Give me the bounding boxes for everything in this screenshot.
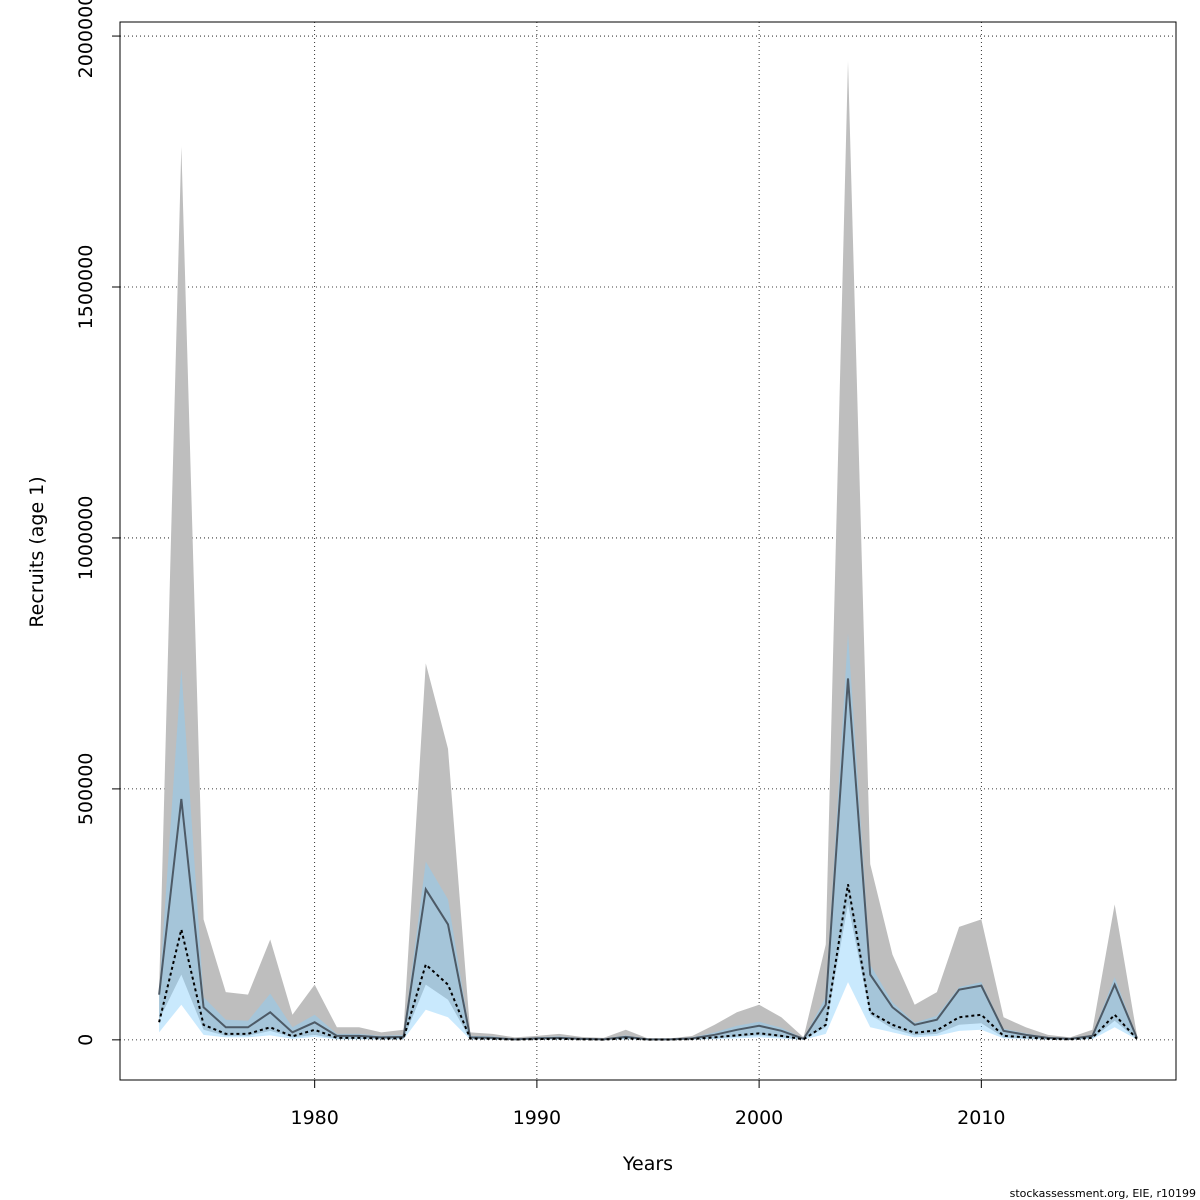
estimate-line <box>158 884 1138 1041</box>
x-tick-label: 1980 <box>290 1107 338 1129</box>
x-axis-label: Years <box>622 1153 673 1175</box>
y-axis-label: Recruits (age 1) <box>26 476 48 627</box>
x-tick-label: 1990 <box>513 1107 561 1129</box>
y-tick-label: 0 <box>75 1034 97 1046</box>
x-tick-label: 2000 <box>735 1107 783 1129</box>
y-tick-label: 500000 <box>75 753 97 826</box>
y-tick-label: 2000000 <box>75 0 97 78</box>
y-tick-label: 1000000 <box>75 496 97 581</box>
plot-frame <box>119 21 1177 1081</box>
y-tick-label: 1500000 <box>75 245 97 330</box>
x-tick-label: 2010 <box>957 1107 1005 1129</box>
footer: stockassessment.org, EIE, r10199 <box>1010 1187 1196 1200</box>
estimate-line <box>158 678 1138 1041</box>
confidence-band <box>159 61 1137 1040</box>
